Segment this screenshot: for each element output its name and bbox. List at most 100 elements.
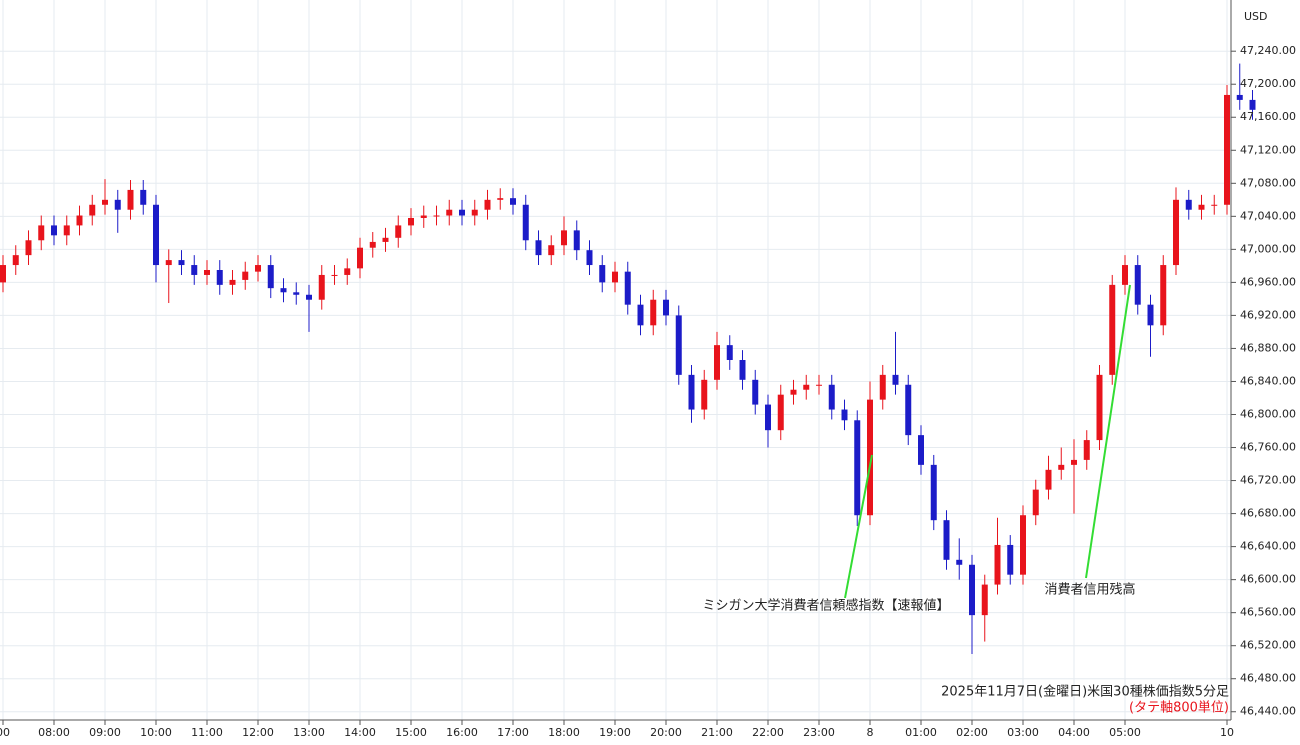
x-tick-label: 02:00 [956,726,988,739]
y-tick-label: 46,800.00 [1240,407,1296,420]
candle-body [1020,515,1026,575]
candle-body [1224,94,1230,205]
candle-body [867,399,873,516]
candle-body [369,241,376,248]
candle-body [930,464,937,521]
candle-body [459,209,465,216]
candle-body [994,544,1001,585]
y-tick-label: 46,440.00 [1240,705,1296,718]
currency-label: USD [1244,10,1268,23]
candle-body [943,520,950,560]
candle-body [1058,464,1065,470]
candle-body [242,271,249,280]
candle-body [726,345,733,360]
candle-body [293,292,300,295]
footnote: 2025年11月7日(金曜日)米国30種株価指数5分足 [941,684,1229,700]
candle-body [1134,265,1141,305]
candle-body [828,384,835,410]
x-tick-label: 13:00 [293,726,325,739]
candle-body [497,198,504,200]
candle-body [280,288,287,293]
x-tick-label: 18:00 [548,726,580,739]
candle-body [1173,199,1179,266]
candle-body [1083,440,1090,460]
candle-body [599,265,606,283]
y-tick-label: 46,840.00 [1240,374,1296,387]
candle-body [1185,199,1192,210]
candle-body [229,279,236,285]
candle-body [981,584,988,616]
y-tick-label: 46,960.00 [1240,275,1296,288]
x-tick-label: 16:00 [446,726,478,739]
candle-body [1249,99,1256,110]
candle-body [522,204,529,241]
candle-body [1109,284,1116,375]
y-tick-label: 46,560.00 [1240,606,1296,619]
candle-body [803,384,810,390]
candle-body [790,389,797,395]
candle-body [153,204,159,266]
x-tick-label: 01:00 [905,726,937,739]
x-tick-label: 03:00 [1007,726,1039,739]
x-tick-label: 12:00 [242,726,274,739]
candle-body [255,265,261,272]
y-tick-label: 47,120.00 [1240,143,1296,156]
candle-body [892,374,899,385]
candle-body [140,189,147,205]
y-tick-label: 47,240.00 [1240,44,1296,57]
candle-body [318,274,325,300]
candle-body [688,374,695,410]
candle-body [969,564,975,616]
x-tick-label: 08:00 [38,726,70,739]
candle-body [38,225,45,241]
candle-body [612,271,618,283]
candle-body [777,394,784,431]
candle-body [714,345,720,380]
candle-body [1096,374,1103,441]
candle-body [918,435,924,465]
candle-body [165,260,172,266]
candle-body [420,215,427,218]
candle-body [1147,304,1154,326]
candle-body [89,204,96,216]
x-tick-label: 05:00 [1109,726,1141,739]
candle-body [306,294,312,300]
candle-body [1198,204,1205,210]
candle-body [1045,469,1052,490]
y-tick-label: 46,600.00 [1240,573,1296,586]
candle-body [675,315,682,375]
x-tick-label: 23:00 [803,726,835,739]
candle-body [956,559,963,565]
candle-body [561,230,567,246]
candle-body [765,404,771,431]
candle-body [1071,459,1077,465]
candle-body [344,268,351,275]
candle-body [395,225,402,238]
y-tick-label: 47,080.00 [1240,176,1296,189]
candle-body [548,245,555,256]
x-tick-label: 15:00 [395,726,427,739]
y-tick-label: 46,640.00 [1240,540,1296,553]
x-tick-label: 17:00 [497,726,529,739]
x-tick-label: 19:00 [599,726,631,739]
x-tick-label: 20:00 [650,726,682,739]
candle-body [905,384,912,436]
candle-body [739,360,746,380]
candle-body [446,209,453,216]
y-tick-label: 47,160.00 [1240,110,1296,123]
annotation-line [1085,284,1131,579]
candle-body [841,409,848,421]
y-tick-label: 46,520.00 [1240,639,1296,652]
candle-body [573,230,580,251]
candle-body [854,420,861,516]
y-tick-label: 46,920.00 [1240,308,1296,321]
candle-body [114,199,121,210]
y-tick-label: 46,480.00 [1240,672,1296,685]
x-tick-label: 14:00 [344,726,376,739]
candle-body [650,299,657,326]
candle-body [267,265,274,289]
candle-body [752,379,759,405]
x-tick-label: 22:00 [752,726,784,739]
